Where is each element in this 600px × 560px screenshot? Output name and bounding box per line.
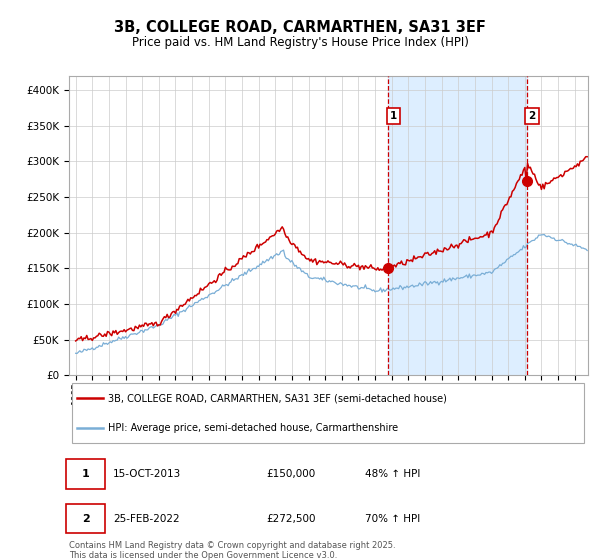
Text: HPI: Average price, semi-detached house, Carmarthenshire: HPI: Average price, semi-detached house,… xyxy=(108,423,398,433)
Text: 15-OCT-2013: 15-OCT-2013 xyxy=(113,469,181,479)
Text: 1: 1 xyxy=(82,469,90,479)
FancyBboxPatch shape xyxy=(71,384,584,442)
Text: £272,500: £272,500 xyxy=(266,514,316,524)
Text: 2: 2 xyxy=(529,111,536,121)
Text: 48% ↑ HPI: 48% ↑ HPI xyxy=(365,469,420,479)
Text: 70% ↑ HPI: 70% ↑ HPI xyxy=(365,514,420,524)
Text: 3B, COLLEGE ROAD, CARMARTHEN, SA31 3EF: 3B, COLLEGE ROAD, CARMARTHEN, SA31 3EF xyxy=(114,20,486,35)
Text: 1: 1 xyxy=(390,111,397,121)
Text: 2: 2 xyxy=(82,514,90,524)
Text: Price paid vs. HM Land Registry's House Price Index (HPI): Price paid vs. HM Land Registry's House … xyxy=(131,36,469,49)
FancyBboxPatch shape xyxy=(67,459,106,489)
Bar xyxy=(388,76,527,375)
Text: 3B, COLLEGE ROAD, CARMARTHEN, SA31 3EF (semi-detached house): 3B, COLLEGE ROAD, CARMARTHEN, SA31 3EF (… xyxy=(108,393,447,403)
Text: £150,000: £150,000 xyxy=(266,469,316,479)
Text: Contains HM Land Registry data © Crown copyright and database right 2025.
This d: Contains HM Land Registry data © Crown c… xyxy=(69,541,395,560)
Text: 25-FEB-2022: 25-FEB-2022 xyxy=(113,514,180,524)
FancyBboxPatch shape xyxy=(67,504,106,533)
